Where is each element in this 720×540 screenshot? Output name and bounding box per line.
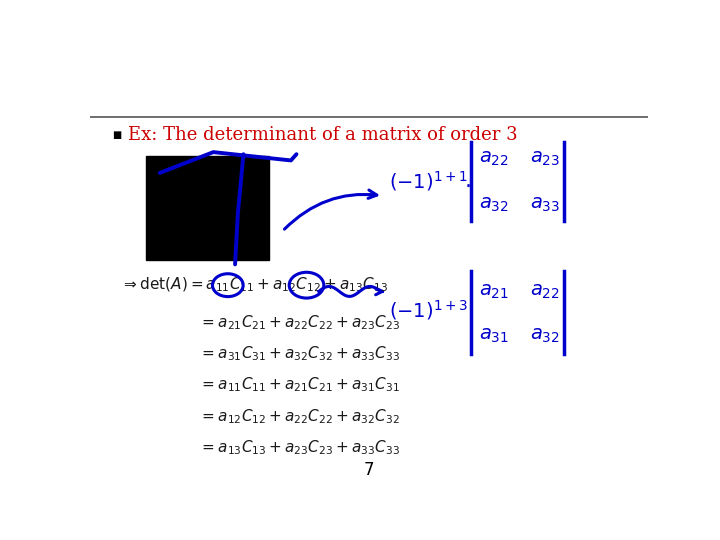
Text: $a_{23}$: $a_{23}$ [530,149,560,168]
Text: $a_{21}$: $a_{21}$ [480,282,510,301]
Text: $.$: $.$ [464,171,470,191]
Text: $\blacksquare$: $\blacksquare$ [112,130,122,141]
Text: $a_{22}$: $a_{22}$ [530,282,559,301]
Text: $a_{22}$: $a_{22}$ [480,149,509,168]
Text: $(-1)^{1+1}$: $(-1)^{1+1}$ [389,169,467,193]
Text: $a_{31}$: $a_{31}$ [480,326,510,345]
Text: $= a_{13}C_{13} + a_{23}C_{23} + a_{33}C_{33}$: $= a_{13}C_{13} + a_{23}C_{23} + a_{33}C… [199,438,400,457]
Text: $a_{32}$: $a_{32}$ [530,326,559,345]
Text: $= a_{21}C_{21} + a_{22}C_{22} + a_{23}C_{23}$: $= a_{21}C_{21} + a_{22}C_{22} + a_{23}C… [199,313,400,332]
Bar [145,156,269,260]
Text: $= a_{11}C_{11} + a_{21}C_{21} + a_{31}C_{31}$: $= a_{11}C_{11} + a_{21}C_{21} + a_{31}C… [199,376,400,394]
Text: $\Rightarrow \det(A) = a_{11}C_{11} + a_{12}C_{12} + a_{13}C_{13}$: $\Rightarrow \det(A) = a_{11}C_{11} + a_… [121,276,388,294]
Text: $a_{33}$: $a_{33}$ [530,194,560,214]
Text: $= a_{31}C_{31} + a_{32}C_{32} + a_{33}C_{33}$: $= a_{31}C_{31} + a_{32}C_{32} + a_{33}C… [199,345,400,363]
Text: $= a_{12}C_{12} + a_{22}C_{22} + a_{32}C_{32}$: $= a_{12}C_{12} + a_{22}C_{22} + a_{32}C… [199,407,400,426]
Text: Ex: The determinant of a matrix of order 3: Ex: The determinant of a matrix of order… [128,126,518,145]
Text: $(-1)^{1+3}$: $(-1)^{1+3}$ [389,298,468,322]
Text: $a_{32}$: $a_{32}$ [480,194,509,214]
Text: 7: 7 [364,461,374,479]
